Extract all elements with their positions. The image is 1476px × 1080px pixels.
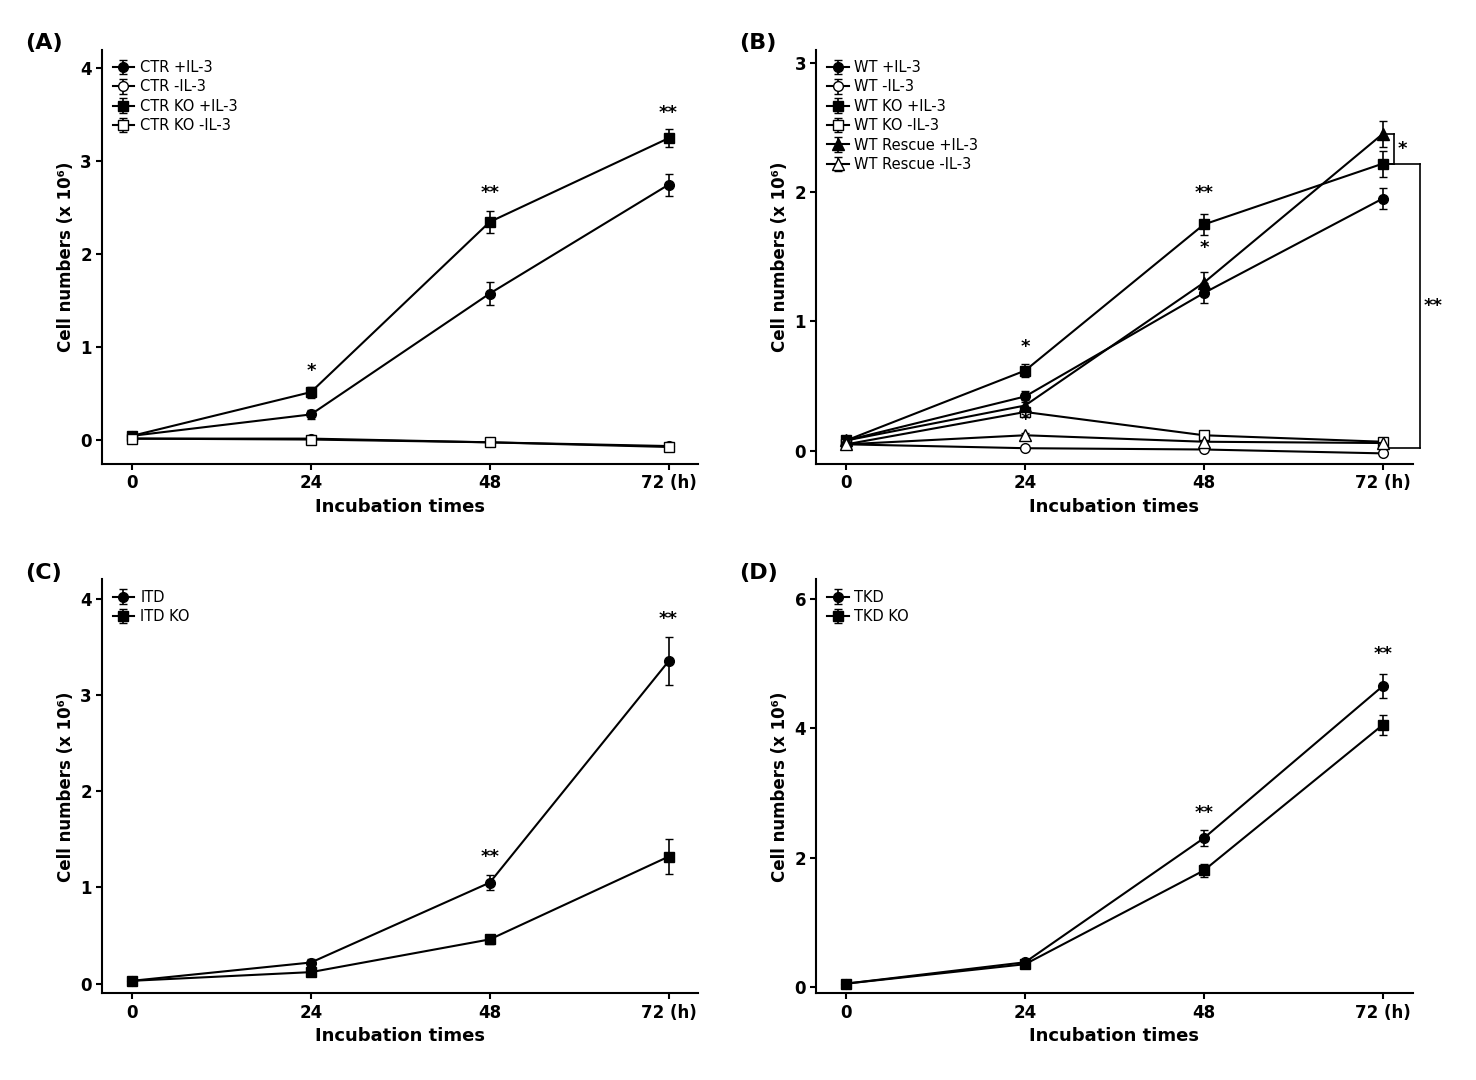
Text: **: **: [1424, 297, 1442, 315]
Text: (D): (D): [739, 563, 778, 583]
Y-axis label: Cell numbers (x 10⁶): Cell numbers (x 10⁶): [56, 691, 75, 881]
Legend: WT +IL-3, WT -IL-3, WT KO +IL-3, WT KO -IL-3, WT Rescue +IL-3, WT Rescue -IL-3: WT +IL-3, WT -IL-3, WT KO +IL-3, WT KO -…: [824, 57, 982, 175]
Text: **: **: [660, 609, 677, 627]
X-axis label: Incubation times: Incubation times: [1029, 1027, 1200, 1045]
Text: *: *: [1398, 139, 1407, 158]
Text: *: *: [1020, 338, 1030, 356]
X-axis label: Incubation times: Incubation times: [316, 1027, 486, 1045]
Y-axis label: Cell numbers (x 10⁶): Cell numbers (x 10⁶): [770, 162, 788, 352]
Legend: CTR +IL-3, CTR -IL-3, CTR KO +IL-3, CTR KO -IL-3: CTR +IL-3, CTR -IL-3, CTR KO +IL-3, CTR …: [109, 57, 241, 136]
Text: **: **: [1194, 804, 1213, 822]
Text: *: *: [1199, 239, 1209, 257]
Y-axis label: Cell numbers (x 10⁶): Cell numbers (x 10⁶): [770, 691, 788, 881]
Text: **: **: [660, 105, 677, 122]
X-axis label: Incubation times: Incubation times: [1029, 498, 1200, 515]
Legend: ITD, ITD KO: ITD, ITD KO: [109, 586, 193, 626]
Text: (C): (C): [25, 563, 62, 583]
Text: *: *: [306, 362, 316, 380]
Text: (A): (A): [25, 33, 62, 53]
Text: (B): (B): [739, 33, 776, 53]
Text: **: **: [1194, 185, 1213, 202]
X-axis label: Incubation times: Incubation times: [316, 498, 486, 515]
Legend: TKD, TKD KO: TKD, TKD KO: [824, 586, 912, 626]
Text: **: **: [1373, 646, 1392, 663]
Text: **: **: [480, 185, 499, 202]
Text: *: *: [1020, 410, 1030, 429]
Text: **: **: [480, 848, 499, 866]
Y-axis label: Cell numbers (x 10⁶): Cell numbers (x 10⁶): [56, 162, 75, 352]
